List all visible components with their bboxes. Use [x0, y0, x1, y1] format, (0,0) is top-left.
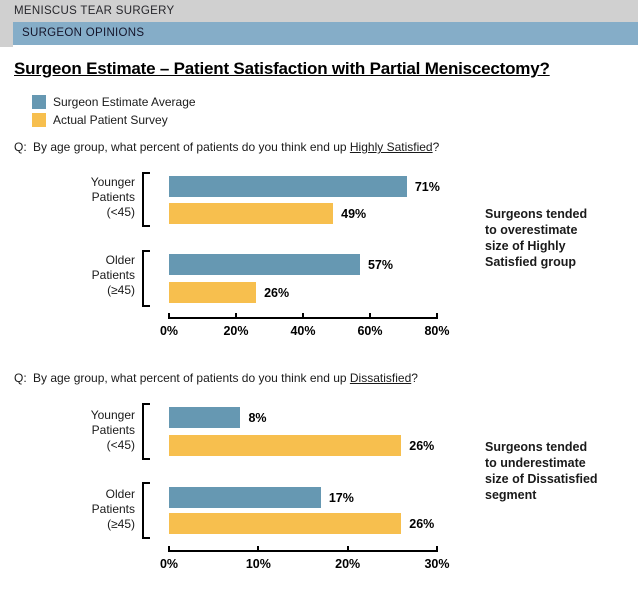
- axis-tick: [436, 546, 438, 552]
- axis-tick-label: 0%: [159, 324, 179, 338]
- bar-row: 71%: [169, 176, 440, 197]
- annotation-line: to underestimate: [485, 456, 586, 470]
- section-banner-label: SURGEON OPINIONS: [22, 27, 145, 39]
- bar-patient-survey-younger: [169, 203, 334, 224]
- legend-item-patient-survey: Actual Patient Survey: [32, 112, 168, 127]
- group-bracket: [142, 250, 150, 307]
- bar-row: 8%: [169, 407, 267, 428]
- bar-surgeon-estimate-younger: [169, 176, 407, 197]
- annotation-line: Surgeons tended: [485, 207, 588, 221]
- chart-highly-satisfied: Younger Patients (<45) 71% 49% Older Pat…: [0, 165, 638, 345]
- x-axis: 0% 10% 20% 30%: [160, 546, 450, 571]
- category-line: Older: [105, 253, 135, 267]
- category-label-older: Older Patients (≥45): [0, 487, 135, 532]
- group-bracket: [142, 403, 150, 460]
- axis-tick: [346, 546, 349, 552]
- category-line: Younger: [90, 408, 135, 422]
- bar-row: 57%: [169, 254, 393, 275]
- axis-tick: [168, 313, 170, 319]
- category-line: Older: [105, 487, 135, 501]
- axis-tick: [369, 313, 371, 319]
- annotation-line: Satisfied group: [485, 255, 576, 269]
- legend-label-surgeon-estimate: Surgeon Estimate Average: [53, 94, 196, 109]
- bar-value-label: 26%: [409, 516, 435, 531]
- bar-value-label: 26%: [264, 285, 290, 300]
- question-text-emphasis: Highly Satisfied: [349, 140, 433, 154]
- bar-surgeon-estimate-older: [169, 487, 321, 508]
- bar-patient-survey-older: [169, 513, 402, 534]
- bar-value-label: 26%: [409, 438, 435, 453]
- bar-value-label: 17%: [328, 490, 354, 505]
- axis-tick-label: 20%: [223, 324, 249, 338]
- category-line: Patients: [91, 190, 135, 204]
- question-prefix: Q:: [14, 371, 27, 385]
- bar-row: 17%: [169, 487, 354, 508]
- question-prefix: Q:: [14, 140, 27, 154]
- question-text-main: By age group, what percent of patients d…: [33, 140, 350, 154]
- question-text-main: By age group, what percent of patients d…: [33, 371, 350, 385]
- slide-title: Surgeon Estimate – Patient Satisfaction …: [14, 59, 550, 78]
- bar-row: 26%: [169, 513, 434, 534]
- category-label-younger: Younger Patients (<45): [0, 175, 135, 220]
- bar-value-label: 49%: [341, 206, 367, 221]
- group-bracket: [142, 482, 150, 539]
- bar-surgeon-estimate-younger: [169, 407, 241, 428]
- question-text-suffix: ?: [411, 371, 418, 385]
- bar-patient-survey-older: [169, 282, 257, 303]
- category-label-younger: Younger Patients (<45): [0, 408, 135, 453]
- legend-item-surgeon-estimate: Surgeon Estimate Average: [32, 94, 196, 109]
- bar-patient-survey-younger: [169, 435, 402, 456]
- category-line: Younger: [90, 175, 135, 189]
- annotation-line: size of Dissatisfied: [485, 472, 598, 486]
- bar-surgeon-estimate-older: [169, 254, 360, 275]
- section-banner: SURGEON OPINIONS: [13, 22, 638, 45]
- x-axis: 0% 20% 40% 60% 80%: [160, 313, 450, 338]
- bar-row: 49%: [169, 203, 366, 224]
- bar-value-label: 71%: [414, 179, 440, 194]
- axis-tick-label: 20%: [335, 557, 361, 571]
- category-line: Patients: [91, 268, 135, 282]
- header-strip: [0, 0, 638, 22]
- deck-title: MENISCUS TEAR SURGERY: [14, 5, 175, 17]
- axis-tick: [235, 313, 237, 319]
- annotation-underestimate: Surgeons tended to underestimate size of…: [485, 439, 598, 503]
- category-line: (<45): [106, 438, 135, 452]
- bar-row: 26%: [169, 282, 289, 303]
- bar-value-label: 8%: [248, 410, 267, 425]
- category-line: Patients: [91, 423, 135, 437]
- axis-tick: [257, 546, 260, 552]
- category-line: Patients: [91, 502, 135, 516]
- question-text: By age group, what percent of patients d…: [33, 371, 418, 385]
- annotation-line: to overestimate: [485, 223, 578, 237]
- annotation-line: segment: [485, 488, 537, 502]
- legend-swatch-yellow-icon: [32, 112, 46, 127]
- bar-row: 26%: [169, 435, 434, 456]
- axis-tick: [168, 546, 170, 552]
- axis-tick-label: 40%: [290, 324, 316, 338]
- category-label-older: Older Patients (≥45): [0, 253, 135, 298]
- axis-tick-label: 10%: [245, 557, 271, 571]
- axis-tick-label: 80%: [424, 324, 450, 338]
- category-line: (≥45): [107, 517, 135, 531]
- axis-tick-label: 0%: [159, 557, 179, 571]
- bar-value-label: 57%: [367, 257, 393, 272]
- question-text-emphasis: Dissatisfied: [349, 371, 412, 385]
- question-text-suffix: ?: [432, 140, 440, 154]
- annotation-overestimate: Surgeons tended to overestimate size of …: [485, 206, 587, 270]
- axis-tick: [436, 313, 438, 319]
- annotation-line: Surgeons tended: [485, 440, 588, 454]
- axis-tick-label: 60%: [357, 324, 383, 338]
- annotation-line: size of Highly: [485, 239, 566, 253]
- chart-dissatisfied: Younger Patients (<45) 8% 26% Older Pati…: [0, 395, 638, 575]
- legend-swatch-blue-icon: [32, 94, 46, 109]
- axis-tick-label: 30%: [424, 557, 450, 571]
- header-corner: [0, 0, 13, 47]
- group-bracket: [142, 172, 150, 227]
- legend-label-patient-survey: Actual Patient Survey: [53, 112, 168, 127]
- category-line: (≥45): [107, 283, 135, 297]
- category-line: (<45): [106, 205, 135, 219]
- axis-tick: [302, 313, 304, 319]
- question-text: By age group, what percent of patients d…: [33, 140, 439, 154]
